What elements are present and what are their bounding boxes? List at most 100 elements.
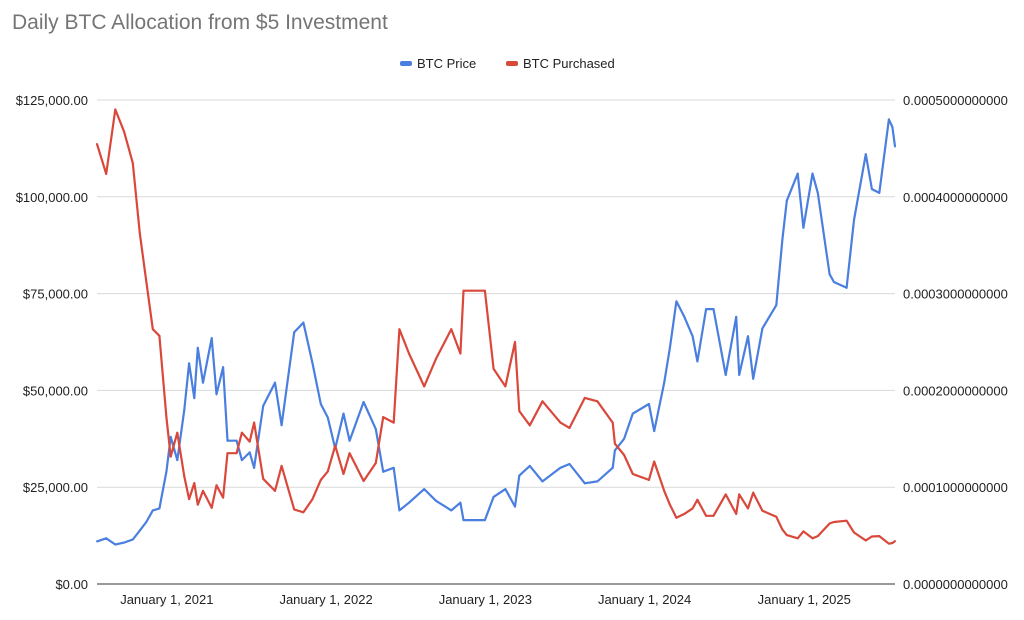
x-tick-label: January 1, 2024 [598,592,691,607]
data-point-btc-price [583,482,586,485]
data-point-btc-price [176,459,179,462]
data-point-btc-price [319,402,322,405]
data-point-btc-price [541,480,544,483]
data-point-btc-price [362,401,365,404]
data-point-btc-purchased [235,452,238,455]
data-point-btc-purchased [802,530,805,533]
series-line-btc-purchased [95,108,896,545]
data-point-btc-price [226,439,229,442]
data-point-btc-purchased [623,453,626,456]
data-point-btc-price [407,501,410,504]
data-point-btc-price [188,362,191,365]
y-right-tick-label: 0.0003000000000 [903,287,1008,302]
data-point-btc-price [183,408,186,411]
data-point-btc-price [864,153,867,156]
data-point-btc-purchased [311,498,314,501]
data-point-btc-purchased [326,470,329,473]
data-point-btc-purchased [483,289,486,292]
data-point-btc-purchased [735,512,738,515]
data-point-btc-purchased [738,493,741,496]
y-left-tick-label: $25,000.00 [23,480,88,495]
data-point-btc-purchased [712,514,715,517]
data-point-btc-purchased [891,541,894,544]
data-point-btc-purchased [492,367,495,370]
data-point-btc-purchased [407,352,410,355]
data-point-btc-purchased [887,542,890,545]
data-point-btc-purchased [705,514,708,517]
chart-title: Daily BTC Allocation from $5 Investment [12,11,388,34]
data-point-btc-price [761,327,764,330]
data-point-btc-purchased [151,328,154,331]
data-point-btc-price [596,480,599,483]
data-point-btc-price [274,381,277,384]
data-point-btc-price [775,304,778,307]
data-point-btc-purchased [796,537,799,540]
data-point-btc-purchased [450,328,453,331]
data-point-btc-purchased [193,482,196,485]
data-point-btc-purchased [105,172,108,175]
data-point-btc-purchased [222,496,225,499]
data-point-btc-price [828,273,831,276]
data-point-btc-purchased [675,516,678,519]
y-axis-left: $0.00 $25,000.00 $50,000.00 $75,000.00 $100,… [16,93,88,592]
data-point-btc-purchased [513,341,516,343]
data-point-btc-price [423,488,426,491]
data-point-btc-price [631,412,634,415]
data-point-btc-price [568,462,571,465]
gridlines [97,99,895,585]
data-point-btc-purchased [781,528,784,531]
data-point-btc-purchased [631,473,634,476]
series-group [95,108,897,546]
data-point-btc-price [683,315,686,318]
data-point-btc-purchased [683,512,686,515]
data-point-btc-price [326,416,329,419]
data-point-btc-price [151,509,154,512]
data-point-btc-price [262,404,265,407]
data-point-btc-purchased [596,400,599,403]
data-point-btc-price [738,373,741,376]
data-point-btc-price [382,470,385,473]
data-point-btc-price [623,437,626,440]
legend: BTC Price BTC Purchased [400,56,615,71]
y-right-tick-label: 0.0002000000000 [903,383,1008,398]
data-point-btc-price [802,226,805,229]
data-point-btc-purchased [280,464,283,467]
data-point-btc-purchased [215,484,218,487]
legend-swatch-btc-purchased [506,61,518,66]
data-point-btc-price [816,191,819,194]
data-point-btc-purchased [724,493,727,496]
data-point-btc-purchased [240,431,243,434]
data-point-btc-price [894,145,896,148]
data-point-btc-price [462,519,465,522]
data-point-btc-price [165,470,168,473]
data-point-btc-purchased [894,540,896,543]
data-point-btc-price [169,435,172,438]
data-point-btc-purchased [845,519,848,522]
data-point-btc-purchased [504,385,507,388]
data-point-btc-price [613,449,616,452]
data-point-btc-price [492,495,495,498]
data-point-btc-price [96,540,98,543]
data-point-btc-price [248,451,251,454]
y-left-tick-label: $125,000.00 [16,93,88,108]
data-point-btc-price [293,331,296,334]
y-right-tick-label: 0.0005000000000 [903,93,1008,108]
data-point-btc-price [559,466,562,469]
data-point-btc-purchased [114,108,117,111]
data-point-btc-purchased [663,489,666,492]
data-point-btc-purchased [668,503,671,506]
data-point-btc-purchased [870,535,873,538]
data-point-btc-price [280,424,283,427]
data-point-btc-price [302,321,305,324]
data-point-btc-price [712,308,715,311]
data-point-btc-purchased [293,508,296,511]
data-point-btc-price [752,377,755,380]
data-point-btc-purchased [262,477,265,480]
data-point-btc-price [240,459,243,462]
data-point-btc-purchased [852,531,855,534]
y-right-tick-label: 0.0001000000000 [903,480,1008,495]
data-point-btc-price [796,172,799,175]
x-tick-label: January 1, 2023 [439,592,532,607]
data-point-btc-price [123,541,126,544]
